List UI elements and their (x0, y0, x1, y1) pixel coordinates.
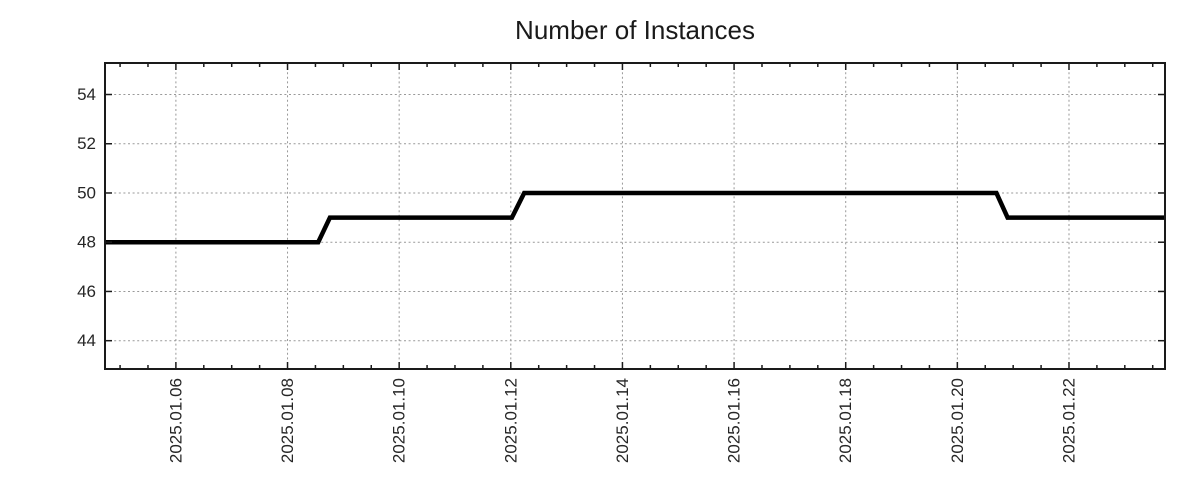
y-tick-label: 46 (77, 282, 96, 301)
data-line-instances (105, 190, 1165, 245)
y-tick-label: 52 (77, 134, 96, 153)
plot-area: 44 46 48 50 52 54 2025.01.06 2025.01.08 2025.01.… (77, 62, 1166, 463)
plot-frame (104, 62, 1166, 370)
y-tick-label: 48 (77, 233, 96, 252)
x-tick-label: 2025.01.06 (166, 378, 185, 463)
x-tick-label: 2025.01.14 (613, 378, 632, 463)
x-tick-label: 2025.01.08 (278, 378, 297, 463)
y-tick-label: 54 (77, 85, 96, 104)
x-tick-label: 2025.01.10 (390, 378, 409, 463)
x-tick-label: 2025.01.20 (948, 378, 967, 463)
y-tick-label: 44 (77, 331, 96, 350)
x-tick-label: 2025.01.18 (836, 378, 855, 463)
chart-title: Number of Instances (515, 15, 755, 45)
x-tick-label: 2025.01.16 (725, 378, 744, 463)
x-tick-label: 2025.01.12 (501, 378, 520, 463)
axis-ticks (105, 63, 1165, 369)
x-tick-label: 2025.01.22 (1059, 378, 1078, 463)
y-tick-label: 50 (77, 183, 96, 202)
